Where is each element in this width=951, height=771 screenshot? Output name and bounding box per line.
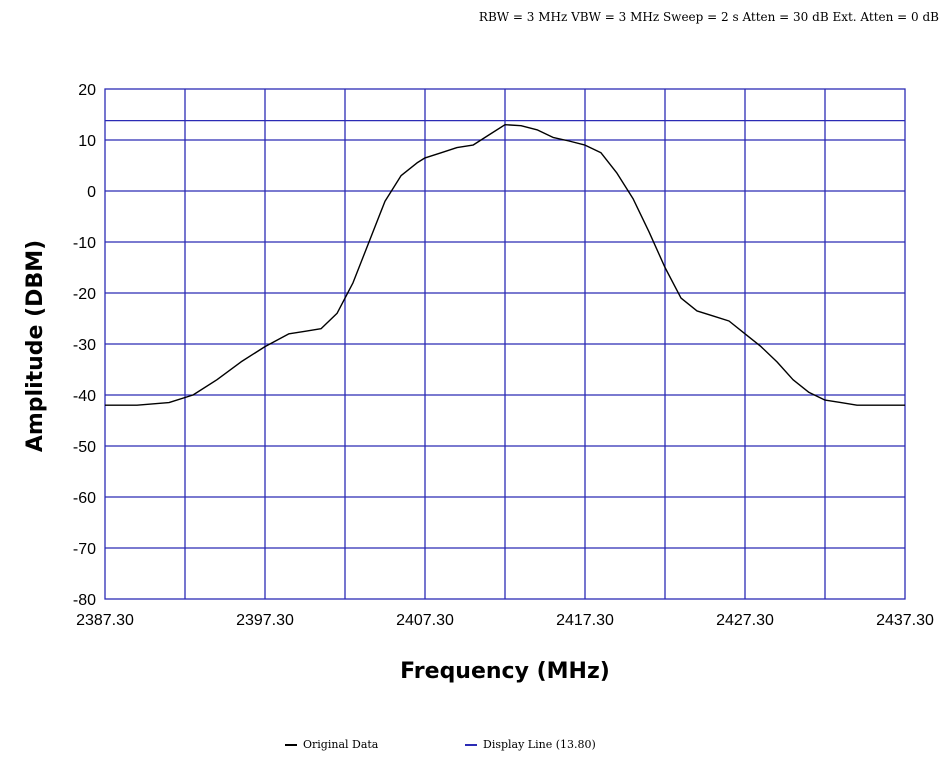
y-tick-label: -80: [73, 592, 96, 609]
measurement-settings: RBW = 3 MHz VBW = 3 MHz Sweep = 2 s Atte…: [478, 10, 939, 24]
y-tick-label: -60: [73, 490, 96, 507]
legend-item-display-line: Display Line (13.80): [465, 738, 596, 751]
x-tick-label: 2437.30: [876, 612, 934, 629]
legend-label-display-line: Display Line (13.80): [483, 738, 596, 751]
y-tick-label: 10: [78, 133, 96, 150]
legend-item-original-data: Original Data: [285, 738, 378, 751]
x-tick-label: 2427.30: [716, 612, 774, 629]
trace-layer: [105, 123, 905, 406]
x-axis-title: Frequency (MHz): [400, 659, 610, 684]
tick-labels: 20 10 0 -10 -20 -30 -40 -50 -60 -70 -80 2387.30 2397…: [73, 82, 934, 629]
grid: [104, 88, 906, 600]
y-axis-title: Amplitude (DBM): [23, 240, 48, 452]
y-tick-label: -10: [73, 235, 96, 252]
y-tick-label: -50: [73, 439, 96, 456]
y-tick-label: 20: [78, 82, 96, 99]
original-data-trace: [105, 123, 905, 406]
legend: Original Data Display Line (13.80): [0, 738, 951, 758]
y-tick-label: -30: [73, 337, 96, 354]
x-tick-label: 2417.30: [556, 612, 614, 629]
legend-swatch-original-data: [285, 743, 297, 746]
x-tick-label: 2397.30: [236, 612, 294, 629]
x-tick-label: 2407.30: [396, 612, 454, 629]
legend-label-original-data: Original Data: [303, 738, 379, 751]
y-tick-label: -70: [73, 541, 96, 558]
amplitude-chart: 20 10 0 -10 -20 -30 -40 -50 -60 -70 -80 2387.30 2397…: [23, 82, 934, 684]
y-tick-label: 0: [87, 184, 96, 201]
legend-swatch-display-line: [465, 743, 477, 746]
y-tick-label: -20: [73, 286, 96, 303]
x-tick-label: 2387.30: [76, 612, 134, 629]
y-tick-label: -40: [73, 388, 96, 405]
